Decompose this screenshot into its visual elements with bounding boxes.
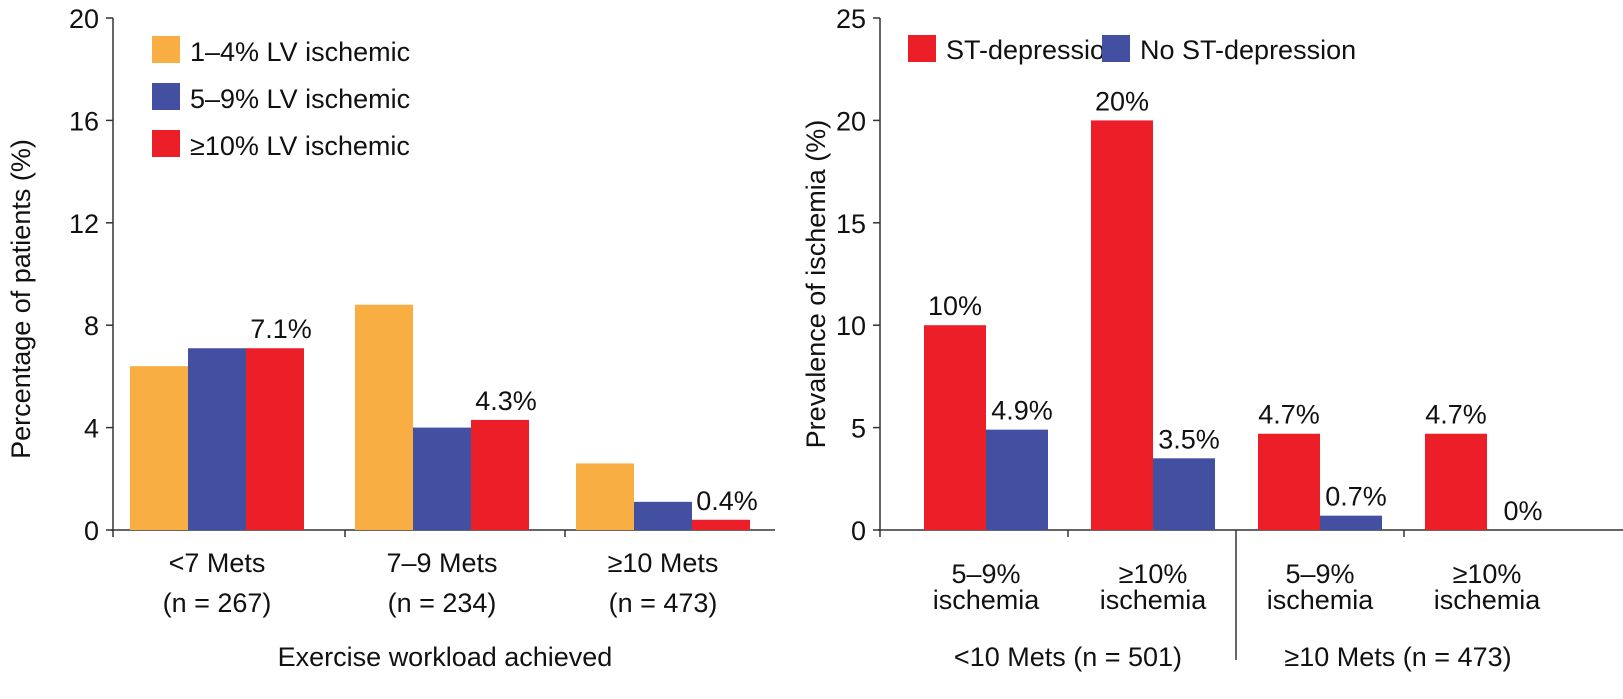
- x-tick-label-left: ≥10 Mets: [608, 548, 719, 578]
- group-label-right: ≥10 Mets (n = 473): [1284, 642, 1511, 672]
- legend-label-left: ≥10% LV ischemic: [190, 131, 410, 161]
- y-tick-label-right: 0: [851, 516, 866, 546]
- bar-right-0-1: [1091, 120, 1153, 531]
- bar-right-1-2: [1320, 515, 1382, 530]
- bar-left-0-1: [355, 304, 413, 530]
- legend-label-right: ST-depression: [946, 35, 1120, 65]
- x-axis-title-left: Exercise workload achieved: [278, 642, 613, 672]
- data-label-left: 7.1%: [250, 314, 312, 344]
- x-tick-label-right-2: ischemia: [1100, 585, 1208, 615]
- y-tick-label-left: 4: [84, 414, 99, 444]
- bar-right-1-1: [1153, 458, 1215, 530]
- y-tick-label-left: 0: [84, 516, 99, 546]
- legend-swatch-right: [1102, 35, 1130, 62]
- legend-swatch-left: [152, 36, 180, 63]
- y-tick-label-left: 8: [84, 311, 99, 341]
- bar-left-0-0: [130, 366, 188, 530]
- group-label-right: <10 Mets (n = 501): [954, 642, 1182, 672]
- bar-left-1-1: [413, 427, 471, 530]
- x-tick-label-left-n: (n = 267): [163, 588, 272, 618]
- y-tick-label-right: 10: [836, 311, 866, 341]
- legend-swatch-right: [908, 35, 936, 62]
- bar-left-2-2: [692, 519, 750, 530]
- data-label-right: 20%: [1095, 86, 1149, 116]
- y-tick-label-right: 25: [836, 4, 866, 34]
- x-tick-label-right-2: ischemia: [1267, 585, 1375, 615]
- y-axis-title-right: Prevalence of ischemia (%): [801, 120, 831, 449]
- x-tick-label-left: <7 Mets: [169, 548, 266, 578]
- data-label-right: 4.9%: [991, 396, 1053, 426]
- y-tick-label-right: 15: [836, 209, 866, 239]
- x-tick-label-right: 5–9%: [951, 559, 1020, 589]
- bar-left-1-2: [634, 501, 692, 530]
- y-tick-label-right: 5: [851, 414, 866, 444]
- legend-label-left: 1–4% LV ischemic: [190, 37, 410, 67]
- legend-swatch-left: [152, 83, 180, 110]
- x-tick-label-left: 7–9 Mets: [386, 548, 497, 578]
- bar-right-1-0: [986, 429, 1048, 530]
- legend-label-right: No ST-depression: [1140, 35, 1356, 65]
- data-label-right: 4.7%: [1258, 400, 1320, 430]
- x-tick-label-left-n: (n = 234): [388, 588, 497, 618]
- data-label-right: 0%: [1503, 496, 1542, 526]
- legend-swatch-left: [152, 130, 180, 157]
- y-tick-label-left: 16: [69, 106, 99, 136]
- x-tick-label-right: ≥10%: [1453, 559, 1522, 589]
- y-tick-label-right: 20: [836, 106, 866, 136]
- x-tick-label-right: ≥10%: [1119, 559, 1188, 589]
- bar-left-1-0: [188, 348, 246, 530]
- bar-left-2-1: [471, 419, 529, 530]
- y-axis-title-left: Percentage of patients (%): [6, 139, 36, 459]
- bar-left-0-2: [576, 463, 634, 530]
- x-tick-label-left-n: (n = 473): [609, 588, 718, 618]
- x-tick-label-right: 5–9%: [1285, 559, 1354, 589]
- data-label-right: 4.7%: [1425, 400, 1487, 430]
- legend-label-left: 5–9% LV ischemic: [190, 84, 410, 114]
- data-label-right: 0.7%: [1325, 482, 1387, 512]
- bar-left-2-0: [246, 348, 304, 530]
- bar-right-0-2: [1258, 433, 1320, 530]
- bar-right-0-0: [924, 325, 986, 530]
- data-label-left: 4.3%: [475, 386, 537, 416]
- x-tick-label-right-2: ischemia: [1434, 585, 1542, 615]
- data-label-left: 0.4%: [696, 486, 758, 516]
- y-tick-label-left: 12: [69, 209, 99, 239]
- data-label-right: 10%: [928, 291, 982, 321]
- bar-right-0-3: [1425, 433, 1487, 530]
- data-label-right: 3.5%: [1158, 424, 1220, 454]
- y-tick-label-left: 20: [69, 4, 99, 34]
- x-tick-label-right-2: ischemia: [933, 585, 1041, 615]
